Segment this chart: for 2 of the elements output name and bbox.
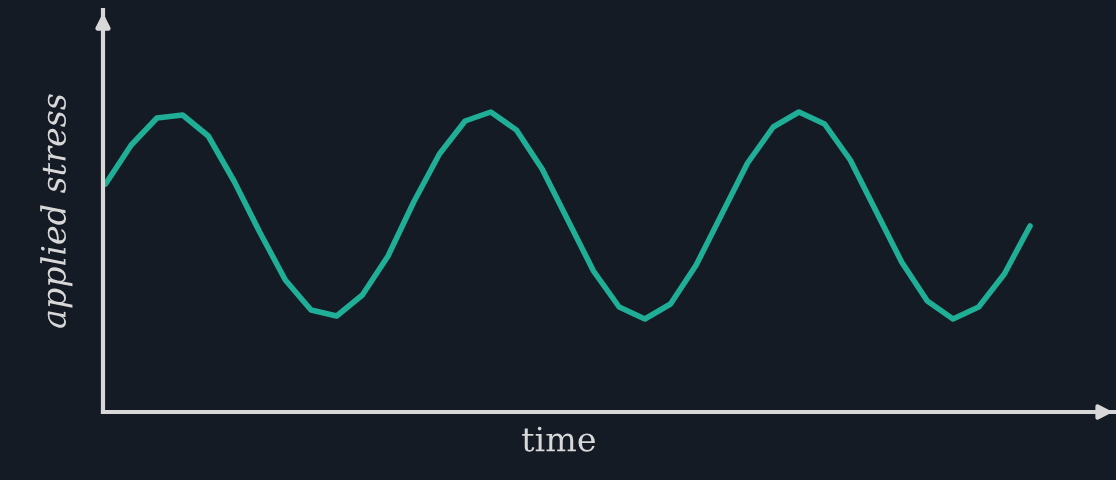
y-axis-title: applied stress bbox=[40, 94, 73, 328]
x-axis-title: time bbox=[522, 426, 595, 452]
